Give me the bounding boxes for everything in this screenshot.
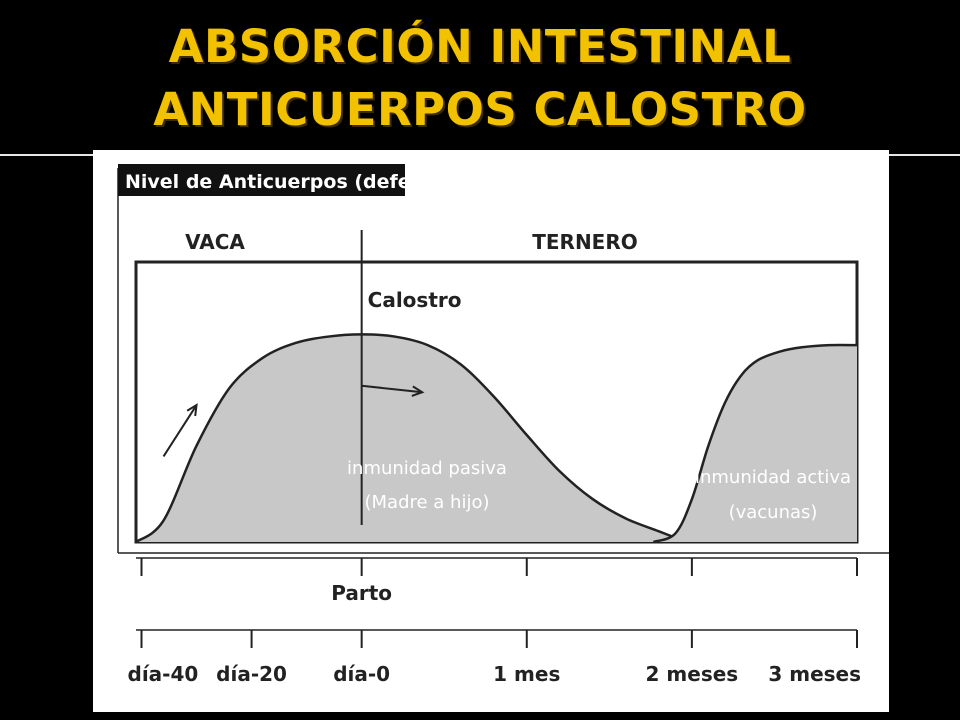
x-tick-label-3: día-0 xyxy=(333,662,390,686)
active-immunity-sublabel: (vacunas) xyxy=(729,502,818,523)
active-immunity-label: inmunidad activa xyxy=(695,467,851,488)
antibody-chart-figure: Nivel de Anticuerpos (defensas) VACA TER… xyxy=(93,150,889,712)
region-label-ternero: TERNERO xyxy=(532,230,638,254)
trend-arrow-2 xyxy=(361,384,423,394)
series-area-2 xyxy=(653,344,857,542)
calostro-label: Calostro xyxy=(368,288,462,312)
passive-immunity-sublabel: (Madre a hijo) xyxy=(364,492,489,513)
x-tick-label-5: 2 meses xyxy=(646,662,739,686)
title-separator-left xyxy=(0,154,93,156)
ylabel-text: Nivel de Anticuerpos (defensas) xyxy=(125,171,468,193)
series-line-1 xyxy=(135,333,687,544)
parto-label: Parto xyxy=(331,581,392,605)
antibody-chart-svg: Nivel de Anticuerpos (defensas) VACA TER… xyxy=(117,164,889,686)
x-tick-label-6: 3 meses xyxy=(768,662,861,686)
slide-title-bar: ABSORCIÓN INTESTINAL ANTICUERPOS CALOSTR… xyxy=(0,0,960,150)
ylabel-box xyxy=(118,164,405,196)
trend-arrow-head-2 xyxy=(411,385,425,397)
trend-arrow-1 xyxy=(162,404,198,457)
x-tick-label-1: día-40 xyxy=(128,662,199,686)
x-tick-label-4: 1 mes xyxy=(493,662,560,686)
x-tick-label-2: día-20 xyxy=(216,662,287,686)
series-line-2 xyxy=(652,343,858,544)
slide-title-line1: ABSORCIÓN INTESTINAL xyxy=(168,20,792,73)
trend-arrow-head-1 xyxy=(186,403,198,417)
slide-title-line2: ANTICUERPOS CALOSTRO xyxy=(153,83,807,136)
outer-frame xyxy=(117,168,889,554)
title-separator-right xyxy=(889,154,960,156)
region-label-vaca: VACA xyxy=(185,230,245,254)
passive-immunity-label: inmunidad pasiva xyxy=(347,458,507,479)
series-area-1 xyxy=(136,334,687,542)
